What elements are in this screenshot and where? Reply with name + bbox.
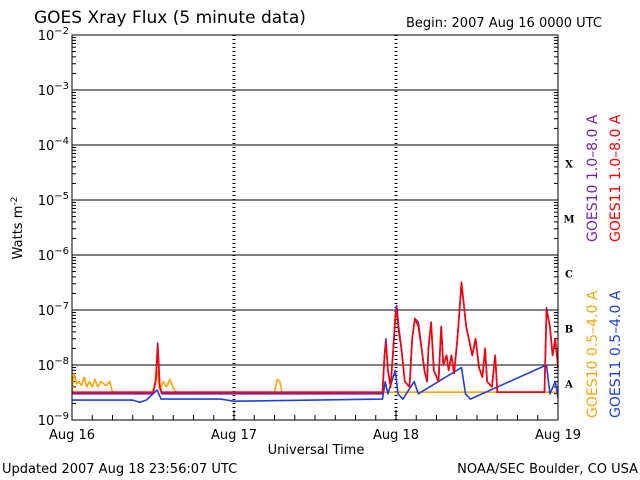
y-tick-label: 10−3 xyxy=(38,81,69,99)
y-axis-label: Watts m-2 xyxy=(10,197,26,260)
chart-title: GOES Xray Flux (5 minute data) xyxy=(34,8,306,28)
flare-class-label: X xyxy=(565,160,573,171)
legend-entry: GOES11 0.5–4.0 A xyxy=(608,290,624,418)
y-tick-label: 10−7 xyxy=(38,301,69,319)
flare-class-label: M xyxy=(563,215,574,226)
x-tick-label: Aug 17 xyxy=(211,428,257,443)
x-tick-label: Aug 16 xyxy=(49,428,95,443)
day-dividers xyxy=(71,35,559,420)
series-line xyxy=(72,282,559,395)
flare-class-label: C xyxy=(565,270,573,281)
y-gridlines xyxy=(72,37,558,404)
series-line xyxy=(72,364,559,404)
series-line xyxy=(71,369,558,394)
legend: GOES10 0.5–4.0 A GOES10 1.0–8.0 A GOES11 0… xyxy=(585,114,624,418)
legend-entry: GOES10 1.0–8.0 A xyxy=(585,114,601,242)
x-tick-labels: Aug 16 Aug 17 Aug 18 Aug 19 xyxy=(49,428,581,443)
x-axis-label: Universal Time xyxy=(268,443,365,458)
y-tick-label: 10−5 xyxy=(38,191,69,209)
x-tick-label: Aug 18 xyxy=(373,428,419,443)
y-tick-label: 10−8 xyxy=(38,356,69,374)
y-tick-label: 10−2 xyxy=(38,26,69,44)
y-tick-label: 10−4 xyxy=(38,136,69,154)
flare-class-label: A xyxy=(564,380,573,391)
updated-timestamp: Updated 2007 Aug 18 23:56:07 UTC xyxy=(2,462,237,477)
legend-entry: GOES11 1.0–8.0 A xyxy=(608,114,624,242)
data-source: NOAA/SEC Boulder, CO USA xyxy=(457,462,638,477)
y-tick-labels: 10−2 10−3 10−4 10−5 10−6 10−7 10−8 10−9 xyxy=(38,26,69,429)
y-tick-label: 10−6 xyxy=(38,246,69,264)
y-tick-label: 10−9 xyxy=(38,411,69,429)
series-line xyxy=(72,281,559,394)
flare-class-labels: X M C B A xyxy=(563,160,574,391)
x-tick-label: Aug 19 xyxy=(535,428,581,443)
series-layer xyxy=(71,281,559,404)
begin-time: Begin: 2007 Aug 16 0000 UTC xyxy=(406,16,602,31)
legend-entry: GOES10 0.5–4.0 A xyxy=(585,290,601,418)
plot-frame xyxy=(71,34,559,421)
flare-class-label: B xyxy=(565,325,573,336)
